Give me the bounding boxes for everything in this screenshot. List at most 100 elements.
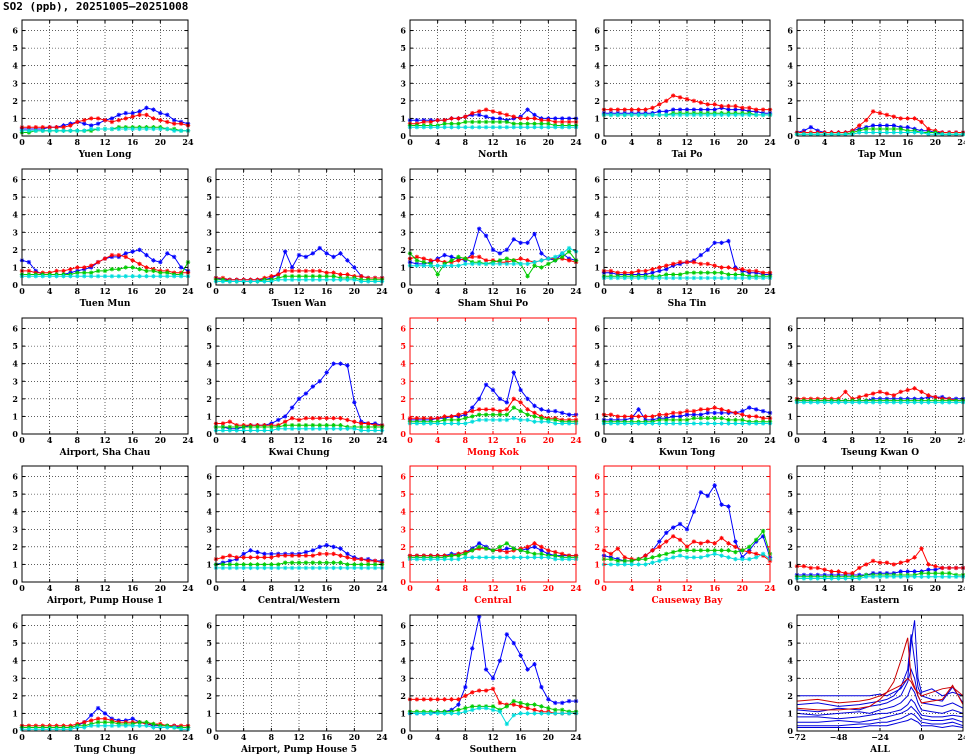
data-point [504, 549, 510, 555]
data-point [123, 254, 128, 260]
data-point [919, 389, 924, 395]
data-point [483, 667, 489, 672]
y-tick-label: 0 [12, 280, 18, 290]
data-point [470, 548, 475, 553]
y-tick-label: 6 [12, 175, 18, 185]
x-tick-label: 16 [709, 583, 721, 593]
data-point [497, 417, 503, 423]
data-point [518, 555, 523, 560]
data-point [650, 275, 655, 281]
data-point [504, 261, 510, 267]
data-point [684, 112, 690, 118]
x-tick-label: 12 [293, 732, 304, 742]
x-tick-label: 16 [515, 137, 527, 147]
y-tick-label: 5 [400, 489, 406, 499]
data-point [719, 415, 724, 421]
data-point [726, 548, 731, 553]
y-tick-label: 3 [787, 376, 793, 386]
data-point [310, 560, 316, 565]
x-tick-label: 20 [349, 435, 361, 445]
data-point [684, 548, 690, 553]
data-point [47, 274, 52, 279]
x-tick-label: 16 [709, 286, 721, 296]
data-point [82, 117, 87, 123]
station-label: Eastern [861, 596, 900, 606]
data-point [449, 116, 454, 121]
data-point [559, 556, 565, 562]
data-point [504, 247, 510, 253]
data-point [532, 541, 537, 546]
station-label: Tap Mun [858, 150, 903, 160]
data-point [470, 555, 475, 560]
data-point [622, 112, 627, 118]
data-point [705, 553, 710, 558]
x-tick-label: 16 [709, 137, 721, 147]
data-point [691, 408, 697, 414]
y-tick-label: 3 [594, 524, 600, 534]
data-point [753, 555, 759, 560]
series-line-3 [796, 667, 964, 713]
data-point [483, 688, 489, 693]
data-point [497, 658, 503, 663]
data-point [532, 711, 537, 716]
data-point [470, 254, 475, 260]
data-point [643, 112, 648, 118]
data-point [747, 268, 752, 274]
data-point [317, 245, 322, 251]
y-tick-label: 6 [787, 324, 793, 334]
data-point [511, 405, 516, 410]
y-tick-label: 0 [206, 577, 212, 587]
data-point [165, 126, 170, 132]
y-tick-label: 1 [787, 708, 793, 718]
data-point [698, 112, 704, 118]
y-tick-label: 3 [206, 376, 212, 386]
data-point [608, 107, 614, 112]
data-point [310, 415, 316, 421]
station-label: Causeway Bay [652, 596, 724, 606]
data-point [636, 414, 641, 419]
data-point [650, 548, 655, 553]
data-point [636, 275, 641, 281]
data-point [664, 530, 669, 535]
data-point [324, 565, 329, 571]
data-point [456, 125, 461, 130]
data-point [698, 270, 704, 275]
data-point [650, 112, 655, 118]
x-tick-label: 0 [213, 732, 219, 742]
data-point [497, 408, 503, 414]
data-point [670, 549, 676, 555]
data-point [338, 361, 343, 366]
data-point [116, 274, 122, 279]
data-point [248, 279, 253, 284]
data-point [476, 555, 482, 560]
x-tick-label: 4 [241, 583, 247, 593]
data-point [421, 125, 427, 130]
station-label: Tuen Mun [80, 299, 131, 309]
data-point [843, 576, 848, 581]
y-tick-label: 0 [787, 726, 793, 736]
x-tick-label: 4 [47, 435, 53, 445]
data-point [75, 274, 80, 279]
data-point [532, 702, 537, 707]
data-point [566, 116, 572, 121]
data-point [449, 697, 454, 702]
y-tick-label: 5 [594, 341, 600, 351]
station-label: Sha Tin [668, 299, 707, 309]
data-point [151, 258, 156, 263]
data-point [442, 697, 447, 702]
data-point [740, 275, 745, 281]
data-point [296, 396, 302, 402]
data-point [884, 112, 890, 118]
data-point [317, 277, 322, 282]
data-point [476, 407, 482, 412]
y-tick-label: 0 [206, 429, 212, 439]
x-tick-label: 24 [182, 583, 194, 593]
data-point [719, 270, 724, 275]
data-point [504, 541, 510, 546]
y-tick-label: 2 [594, 245, 600, 255]
data-point [525, 711, 530, 716]
data-point [705, 548, 710, 553]
data-point [504, 417, 510, 423]
data-point [144, 112, 149, 118]
